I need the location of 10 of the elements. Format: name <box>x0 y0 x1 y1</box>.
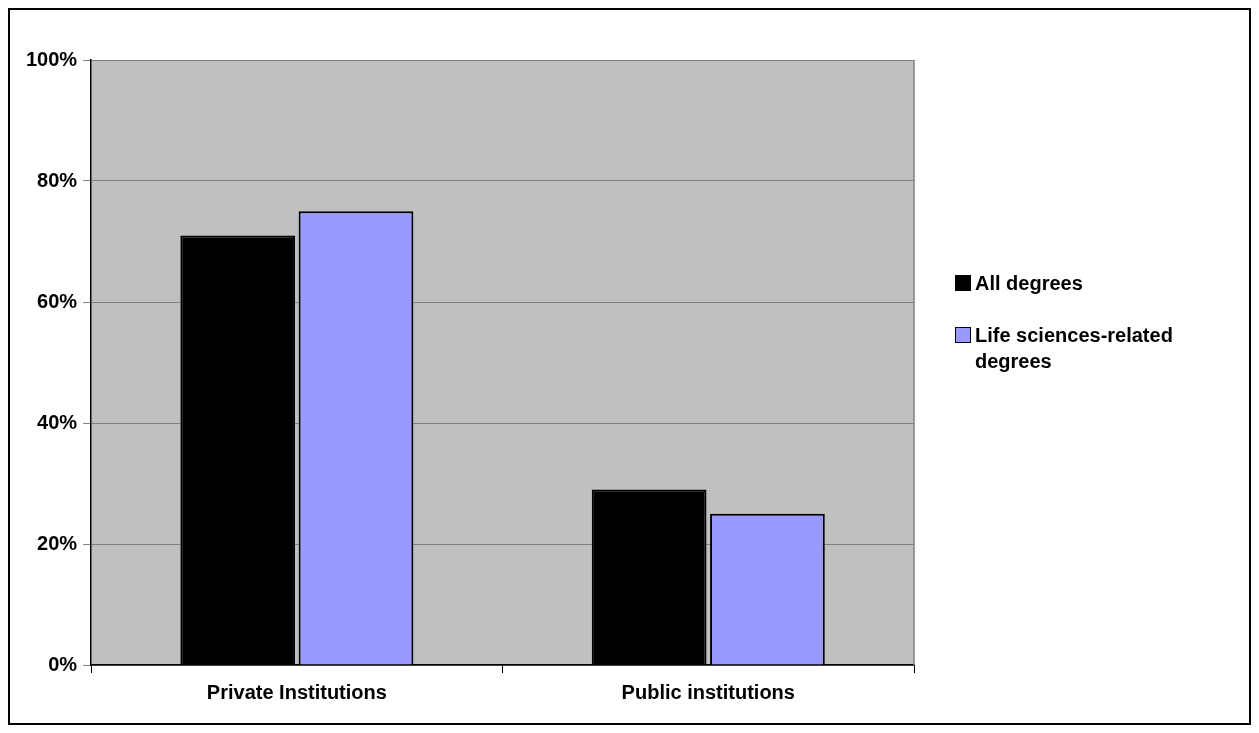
x-tick-label: Private Institutions <box>206 680 387 703</box>
y-tick-label: 20% <box>37 531 78 554</box>
legend-label: All degrees <box>975 271 1083 296</box>
y-tick-label: 60% <box>37 289 78 312</box>
legend-label: Life sciences-related degrees <box>975 323 1174 374</box>
y-tick-label: 40% <box>37 410 78 433</box>
y-tick-label: 0% <box>48 652 78 675</box>
y-tick-label: 80% <box>37 168 78 191</box>
x-tick-label: Public institutions <box>621 680 795 703</box>
y-tick-label: 100% <box>26 47 78 70</box>
